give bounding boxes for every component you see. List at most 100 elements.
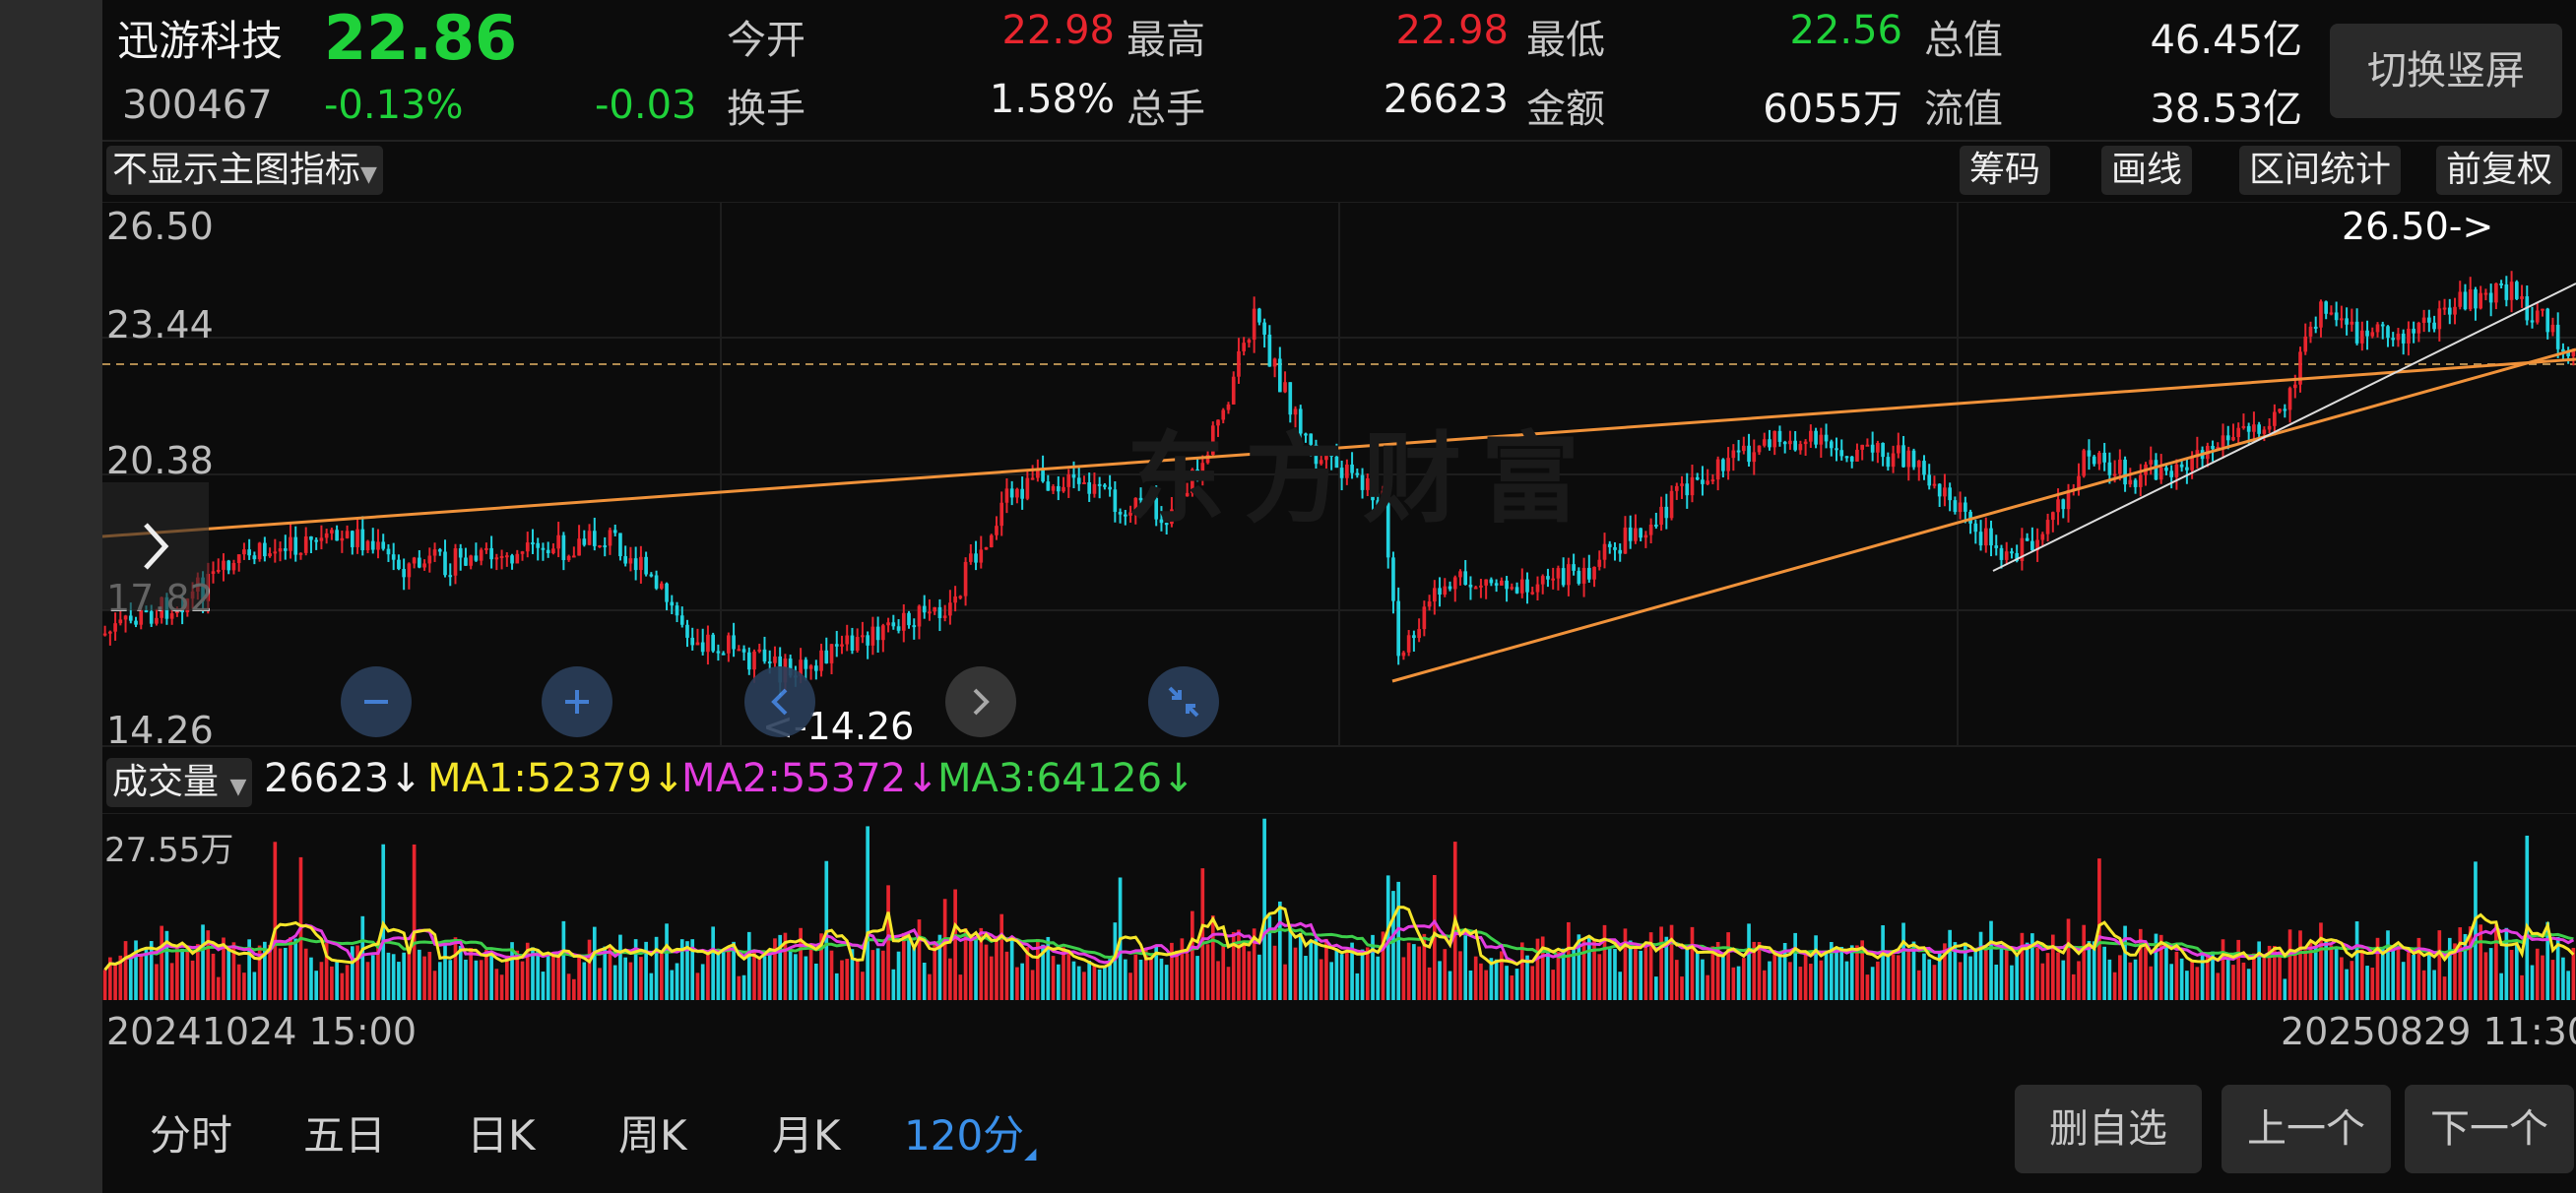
volume-bar: [1674, 960, 1679, 1000]
volume-bar: [2278, 951, 2282, 1000]
volume-bar: [1643, 946, 1648, 1000]
candle-body: [118, 619, 123, 624]
volume-bar: [1726, 932, 1730, 1000]
tab-weekly-k[interactable]: 周K: [618, 1111, 687, 1160]
volume-bar: [1777, 953, 1782, 1000]
remove-watchlist-button[interactable]: 删自选: [2015, 1085, 2202, 1173]
volume-bar: [1983, 950, 1988, 1000]
time-axis-start: 20241024 15:00: [106, 1010, 418, 1053]
volume-bar: [391, 954, 396, 1000]
volume-max-label: 27.55万: [104, 831, 234, 870]
candle-body: [1334, 456, 1339, 469]
candle-body: [1422, 606, 1427, 630]
volume-bar: [242, 973, 246, 1000]
volume-bar: [1906, 950, 1911, 1000]
previous-stock-button[interactable]: 上一个: [2222, 1085, 2391, 1173]
candle-body: [1329, 452, 1333, 457]
tab-intraday[interactable]: 分时: [150, 1111, 233, 1160]
tab-120-min[interactable]: 120分◢: [904, 1102, 1036, 1162]
expand-panel-button[interactable]: [102, 482, 209, 610]
volume-bar: [102, 970, 107, 1000]
volume-bar: [139, 953, 144, 1000]
candle-body: [690, 637, 695, 646]
volume-bar: [737, 975, 741, 1000]
volume-ma1: MA1:52379↓: [427, 756, 685, 801]
candle-body: [1401, 652, 1406, 657]
scroll-left-button[interactable]: [744, 666, 815, 737]
volume-bar: [1422, 933, 1427, 1000]
volume-bar: [2221, 939, 2225, 1000]
tab-daily-k[interactable]: 日K: [467, 1111, 536, 1160]
volume-bar: [2112, 972, 2117, 1000]
tab-five-day[interactable]: 五日: [303, 1111, 387, 1160]
volume-bar: [1819, 960, 1824, 1000]
candle-body: [418, 557, 421, 568]
volume-bar: [180, 948, 184, 1000]
candle-body: [412, 557, 417, 564]
candle-body: [1782, 441, 1787, 445]
candle-body: [2334, 312, 2339, 321]
candle-body: [2246, 425, 2251, 432]
volume-bar: [2520, 974, 2524, 1000]
volume-bar: [2354, 921, 2359, 1000]
volume-bar: [804, 956, 808, 1000]
volume-chart[interactable]: [102, 813, 2576, 1004]
volume-bar: [1267, 915, 1272, 1000]
zoom-out-button[interactable]: [341, 666, 412, 737]
volume-bar: [612, 965, 617, 1000]
volume-bar: [515, 950, 520, 1000]
candle-body: [211, 571, 216, 574]
candlestick-chart[interactable]: [102, 202, 2576, 748]
zoom-in-button[interactable]: [542, 666, 612, 737]
scroll-right-button[interactable]: [945, 666, 1016, 737]
candle-body: [1458, 571, 1462, 578]
candle-body: [1412, 635, 1416, 639]
volume-bar: [448, 960, 453, 1000]
switch-portrait-button[interactable]: 切换竖屏: [2330, 24, 2562, 118]
candle-body: [813, 665, 818, 671]
volume-bar: [1695, 953, 1700, 1000]
candle-body: [2283, 408, 2287, 411]
main-indicator-select[interactable]: 不显示主图指标▼: [106, 146, 383, 195]
draw-line-button[interactable]: 画线: [2101, 146, 2193, 195]
candle-body: [340, 537, 345, 541]
volume-bar: [1195, 956, 1199, 1000]
candle-body: [1191, 469, 1194, 493]
volume-bar: [1762, 970, 1767, 1000]
tab-monthly-k[interactable]: 月K: [772, 1111, 841, 1160]
candle-body: [587, 531, 592, 545]
candle-body: [1911, 450, 1916, 468]
volume-bar: [757, 957, 762, 1000]
candle-body: [566, 555, 571, 561]
volume-bar: [1639, 950, 1642, 1000]
volume-bar: [2386, 930, 2390, 1000]
volume-bar: [2216, 973, 2221, 1000]
volume-bar: [1138, 959, 1143, 1000]
volume-bar: [226, 949, 231, 1000]
volume-indicator-select[interactable]: 成交量 ▼: [106, 758, 253, 807]
volume-bar: [1401, 957, 1406, 1000]
candle-body: [273, 551, 278, 554]
volume-bar: [654, 936, 659, 1000]
volume-bar: [1782, 943, 1787, 1000]
volume-bar: [1128, 973, 1132, 1000]
volume-bar: [2045, 953, 2050, 1000]
volume-bar: [2061, 960, 2066, 1000]
volume-bar: [1881, 925, 1885, 1000]
volume-bar: [2066, 918, 2071, 1000]
reset-zoom-button[interactable]: [1148, 666, 1219, 737]
next-stock-button[interactable]: 下一个: [2405, 1085, 2574, 1173]
chips-button[interactable]: 筹码: [1960, 146, 2051, 195]
volume-bar: [2071, 973, 2076, 1000]
candle-body: [1592, 566, 1596, 580]
adjust-mode-button[interactable]: 前复权: [2436, 146, 2563, 195]
volume-bar: [2421, 970, 2426, 1000]
volume-bar: [1463, 935, 1468, 1000]
candle-body: [995, 526, 998, 535]
volume-bar: [175, 946, 179, 1000]
range-stats-button[interactable]: 区间统计: [2239, 146, 2402, 195]
candle-body: [2324, 301, 2329, 314]
candle-body: [1943, 487, 1947, 497]
candle-body: [665, 583, 669, 602]
volume-bar: [746, 931, 751, 1000]
